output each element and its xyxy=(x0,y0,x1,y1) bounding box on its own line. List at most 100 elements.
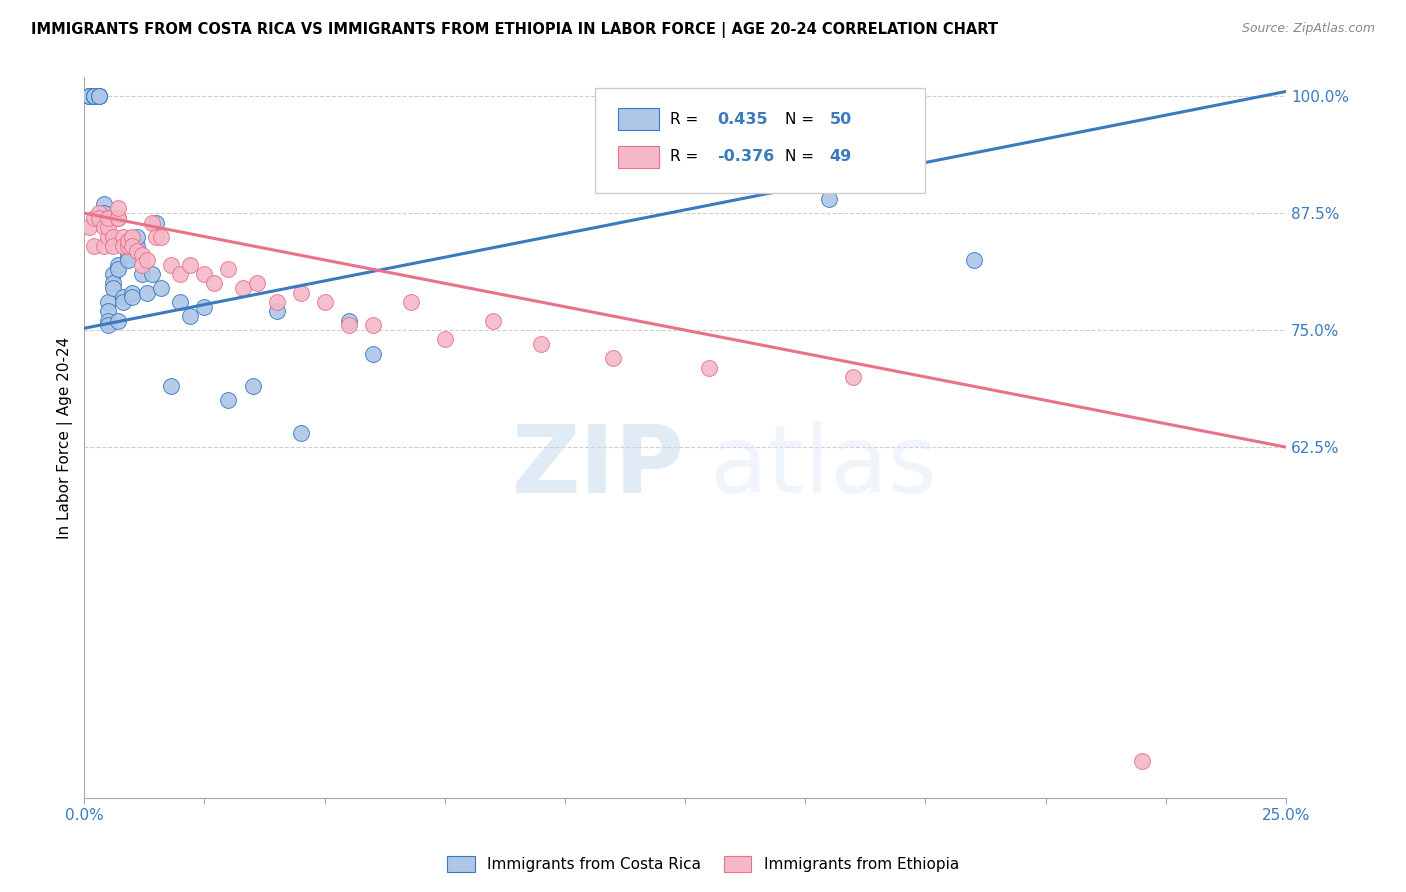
Point xyxy=(602,351,624,366)
Point xyxy=(107,258,129,272)
Point xyxy=(193,300,215,314)
Point xyxy=(97,304,120,318)
Point xyxy=(145,215,167,229)
Point xyxy=(121,285,143,300)
Point xyxy=(290,285,312,300)
Text: IMMIGRANTS FROM COSTA RICA VS IMMIGRANTS FROM ETHIOPIA IN LABOR FORCE | AGE 20-2: IMMIGRANTS FROM COSTA RICA VS IMMIGRANTS… xyxy=(31,22,998,38)
Point xyxy=(97,220,120,235)
Point xyxy=(87,206,110,220)
Point xyxy=(697,360,720,375)
Point xyxy=(83,89,105,103)
Point xyxy=(127,229,149,244)
Point xyxy=(111,295,134,310)
Point xyxy=(111,239,134,253)
Point xyxy=(101,277,124,291)
Text: N =: N = xyxy=(785,112,818,127)
Point xyxy=(218,262,240,277)
Point xyxy=(150,229,173,244)
Point xyxy=(83,211,105,225)
Point xyxy=(93,206,115,220)
Text: 0.435: 0.435 xyxy=(717,112,768,127)
Point xyxy=(83,89,105,103)
Point xyxy=(101,229,124,244)
Point xyxy=(962,252,984,267)
Point xyxy=(121,290,143,304)
Text: ZIP: ZIP xyxy=(512,420,685,513)
Point xyxy=(169,267,191,281)
Point xyxy=(131,258,153,272)
Point xyxy=(818,192,841,206)
Point xyxy=(93,211,115,225)
Y-axis label: In Labor Force | Age 20-24: In Labor Force | Age 20-24 xyxy=(58,336,73,539)
Point xyxy=(77,89,100,103)
Point xyxy=(202,277,225,291)
Point xyxy=(87,89,110,103)
Text: R =: R = xyxy=(669,112,703,127)
FancyBboxPatch shape xyxy=(617,109,658,130)
Point xyxy=(107,314,129,328)
Point xyxy=(361,318,384,333)
Point xyxy=(179,258,201,272)
Point xyxy=(337,318,360,333)
Point xyxy=(266,304,288,318)
Text: R =: R = xyxy=(669,149,703,164)
Point xyxy=(482,314,505,328)
FancyBboxPatch shape xyxy=(595,88,925,193)
Point xyxy=(117,234,139,248)
Point xyxy=(290,426,312,441)
Point xyxy=(842,370,865,384)
Point xyxy=(101,267,124,281)
Point xyxy=(107,262,129,277)
Point xyxy=(530,337,553,351)
Point xyxy=(117,252,139,267)
Point xyxy=(131,248,153,262)
Point xyxy=(87,89,110,103)
Point xyxy=(121,239,143,253)
Text: Source: ZipAtlas.com: Source: ZipAtlas.com xyxy=(1241,22,1375,36)
Text: 50: 50 xyxy=(830,112,852,127)
Point xyxy=(97,314,120,328)
Point xyxy=(141,267,163,281)
Text: 49: 49 xyxy=(830,149,852,164)
Point xyxy=(83,239,105,253)
Point xyxy=(135,285,157,300)
Point xyxy=(77,220,100,235)
Point xyxy=(314,295,336,310)
Point xyxy=(117,248,139,262)
Point xyxy=(77,89,100,103)
Point xyxy=(111,229,134,244)
Point xyxy=(107,202,129,216)
Point xyxy=(127,239,149,253)
Point xyxy=(121,229,143,244)
Point xyxy=(97,211,120,225)
Point xyxy=(107,211,129,225)
Point xyxy=(111,290,134,304)
Point xyxy=(77,89,100,103)
Point xyxy=(101,239,124,253)
Point xyxy=(232,281,254,295)
Legend: Immigrants from Costa Rica, Immigrants from Ethiopia: Immigrants from Costa Rica, Immigrants f… xyxy=(440,848,966,880)
Point xyxy=(433,333,456,347)
Point xyxy=(107,211,129,225)
Point xyxy=(131,267,153,281)
Point xyxy=(266,295,288,310)
Point xyxy=(97,318,120,333)
Point xyxy=(169,295,191,310)
Text: N =: N = xyxy=(785,149,818,164)
Point xyxy=(87,89,110,103)
Point xyxy=(83,89,105,103)
Point xyxy=(93,220,115,235)
Point xyxy=(117,239,139,253)
Point xyxy=(135,252,157,267)
Point xyxy=(159,379,181,393)
Point xyxy=(93,239,115,253)
Point xyxy=(141,215,163,229)
Point xyxy=(246,277,269,291)
Point xyxy=(101,281,124,295)
Point xyxy=(145,229,167,244)
Point xyxy=(83,89,105,103)
Point xyxy=(159,258,181,272)
Point xyxy=(87,89,110,103)
Point xyxy=(218,393,240,408)
Text: atlas: atlas xyxy=(709,420,938,513)
